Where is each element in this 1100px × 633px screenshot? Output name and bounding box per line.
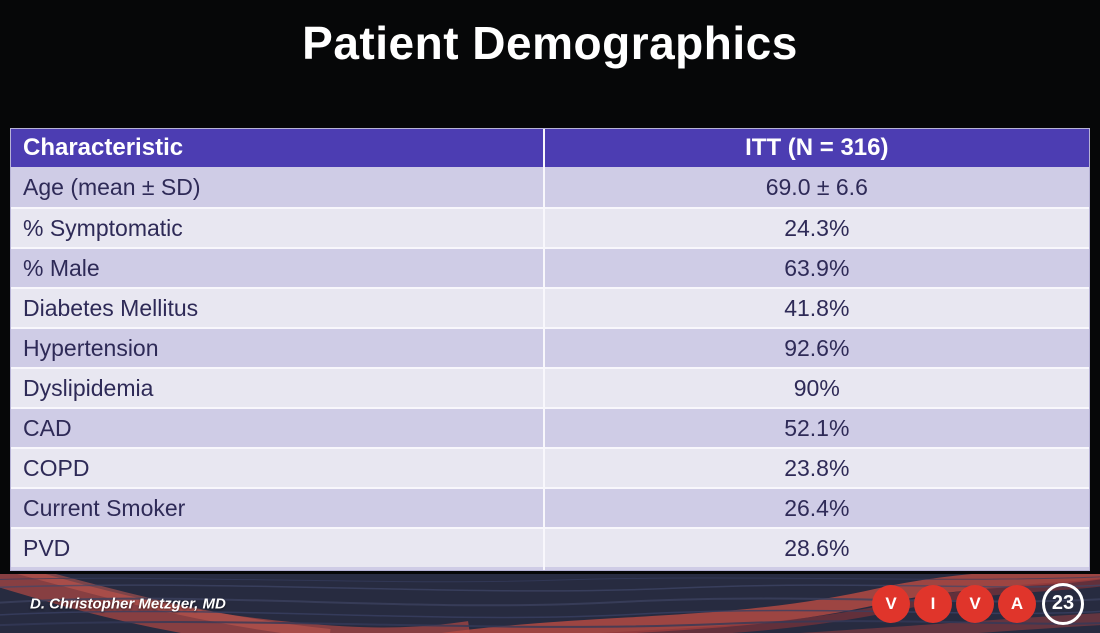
row-value: 92.6% xyxy=(784,334,850,361)
row-characteristic: % Symptomatic xyxy=(11,209,545,247)
table-body: Age (mean ± SD) 69.0 ± 6.6 % Symptomatic 24… xyxy=(11,167,1089,567)
row-characteristic: Diabetes Mellitus xyxy=(11,289,545,327)
column-header-itt: ITT (N = 316) xyxy=(745,134,889,161)
table-row: Hypertension 92.6% xyxy=(11,327,1089,367)
presenter-credit: D. Christopher Metzger, MD xyxy=(30,595,226,612)
column-header-characteristic: Characteristic xyxy=(11,129,545,167)
row-characteristic: CAD xyxy=(11,409,545,447)
row-characteristic: Age (mean ± SD) xyxy=(11,167,545,207)
row-value: 69.0 ± 6.6 xyxy=(765,173,868,200)
viva-letter-circle: A xyxy=(998,584,1036,623)
demographics-table: Characteristic ITT (N = 316) Age (mean ±… xyxy=(10,128,1090,571)
row-value: 41.8% xyxy=(784,294,850,321)
viva-letter-circle: I xyxy=(914,584,952,623)
table-row: Dyslipidemia 90% xyxy=(11,367,1089,407)
row-characteristic: Current Smoker xyxy=(11,489,545,527)
row-value: 24.3% xyxy=(784,214,850,241)
viva-letter-circle: V xyxy=(956,584,994,623)
table-row: CAD 52.1% xyxy=(11,407,1089,447)
footer-band: D. Christopher Metzger, MD V I V A 23 xyxy=(0,574,1100,633)
row-characteristic: Hypertension xyxy=(11,329,545,367)
table-row: Diabetes Mellitus 41.8% xyxy=(11,287,1089,327)
page-title: Patient Demographics xyxy=(302,17,798,69)
table-row: Current Smoker 26.4% xyxy=(11,487,1089,527)
row-characteristic: % Male xyxy=(11,249,545,287)
row-characteristic: Dyslipidemia xyxy=(11,369,545,407)
row-value: 26.4% xyxy=(784,494,850,521)
row-characteristic: COPD xyxy=(11,449,545,487)
table-row: PVD 28.6% xyxy=(11,527,1089,567)
row-value: 52.1% xyxy=(784,414,850,441)
table-row: % Male 63.9% xyxy=(11,247,1089,287)
year-badge: 23 xyxy=(1042,582,1084,625)
row-value: 90% xyxy=(793,374,840,401)
row-value: 23.8% xyxy=(784,454,850,481)
viva-logo: V I V A 23 xyxy=(872,582,1084,625)
viva-letter-circle: V xyxy=(872,584,910,623)
row-value: 63.9% xyxy=(784,254,850,281)
clipped-row xyxy=(11,567,1089,570)
table-header-row: Characteristic ITT (N = 316) xyxy=(11,129,1089,167)
row-characteristic: PVD xyxy=(11,529,545,567)
table-row: COPD 23.8% xyxy=(11,447,1089,487)
row-value: 28.6% xyxy=(784,534,850,561)
table-row: % Symptomatic 24.3% xyxy=(11,207,1089,247)
table-row: Age (mean ± SD) 69.0 ± 6.6 xyxy=(11,167,1089,207)
